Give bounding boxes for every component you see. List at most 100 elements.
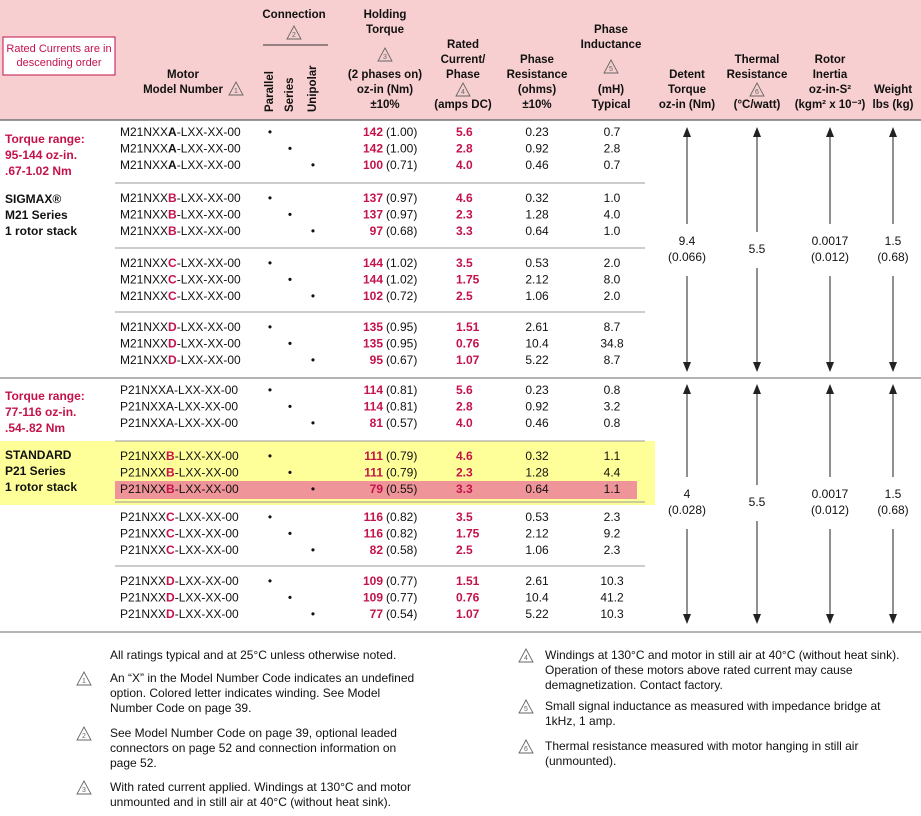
holding-torque: 79 — [370, 482, 384, 496]
footnote-marker: 5 — [609, 66, 613, 73]
arrow-head — [889, 362, 897, 372]
shared-value: 9.4 — [679, 234, 696, 248]
column-header: Rated — [447, 39, 479, 51]
column-header: Weight — [874, 84, 912, 96]
connection-dot: • — [268, 383, 272, 397]
holding-torque: 142 — [363, 125, 383, 139]
phase-resistance: 1.28 — [525, 208, 549, 222]
holding-torque: 144 — [363, 256, 383, 270]
rated-current: 0.76 — [456, 337, 480, 351]
model-number: P21NXXB-LXX-XX-00 — [120, 449, 239, 463]
column-header: Typical — [592, 99, 631, 111]
footnote-marker: 3 — [383, 54, 387, 61]
phase-resistance: 0.23 — [525, 383, 549, 397]
model-part: M21NXX — [120, 289, 168, 303]
shared-value: 1.5 — [885, 234, 902, 248]
holding-torque-nm: (0.81) — [386, 383, 417, 397]
holding-torque-nm: (0.95) — [386, 337, 417, 351]
model-part: M21NXX — [120, 224, 168, 238]
shared-value: 4 — [684, 487, 691, 501]
torque-range: 77-116 oz-in. — [5, 405, 76, 419]
column-header: oz-in (Nm) — [357, 84, 413, 96]
phase-inductance: 0.8 — [604, 383, 621, 397]
connection-dot: • — [288, 400, 292, 414]
holding-torque-nm: (0.95) — [386, 320, 417, 334]
column-header: Current/ — [441, 54, 487, 66]
model-number: M21NXXD-LXX-XX-00 — [120, 320, 241, 334]
model-part: -LXX-XX-00 — [175, 574, 239, 588]
model-part: -LXX-XX-00 — [175, 607, 239, 621]
model-part: A — [166, 416, 174, 430]
model-part: -LXX-XX-00 — [177, 337, 241, 351]
rated-current: 1.75 — [456, 273, 480, 287]
phase-inductance: 34.8 — [600, 337, 624, 351]
connection-dot: • — [288, 208, 292, 222]
model-number: M21NXXD-LXX-XX-00 — [120, 353, 241, 367]
holding-torque: 77 — [370, 607, 384, 621]
holding-torque: 116 — [364, 527, 384, 541]
model-number: P21NXXC-LXX-XX-00 — [120, 527, 239, 541]
warning-icon — [76, 780, 92, 795]
phase-resistance: 2.61 — [525, 320, 549, 334]
rated-current: 0.76 — [456, 591, 480, 605]
phase-inductance: 1.0 — [604, 191, 621, 205]
series-label: M21 Series — [5, 208, 68, 222]
warning-icon — [518, 699, 534, 714]
column-header: Phase — [594, 24, 628, 36]
column-header: (2 phases on) — [348, 69, 422, 81]
torque-range: .67-1.02 Nm — [5, 164, 72, 178]
phase-resistance: 1.28 — [525, 466, 549, 480]
phase-resistance: 5.22 — [525, 607, 549, 621]
phase-resistance: 0.64 — [525, 482, 549, 496]
arrow-head — [753, 362, 761, 372]
phase-inductance: 4.4 — [604, 466, 621, 480]
model-part: -LXX-XX-00 — [175, 482, 239, 496]
column-header: (ohms) — [518, 84, 557, 96]
model-part: -LXX-XX-00 — [177, 142, 241, 156]
connection-dot: • — [288, 466, 292, 480]
phase-inductance: 0.7 — [604, 158, 621, 172]
note-box — [2, 36, 116, 76]
holding-torque-nm: (0.58) — [386, 543, 417, 557]
model-part: P21NXX — [120, 607, 166, 621]
connection-dot: • — [288, 273, 292, 287]
holding-torque-nm: (0.77) — [386, 591, 417, 605]
warning-icon — [76, 671, 92, 686]
model-part: -LXX-XX-00 — [174, 416, 238, 430]
footnote-marker: 6 — [524, 746, 528, 753]
shared-value: (0.68) — [877, 503, 908, 517]
connection-dot: • — [311, 289, 315, 303]
rated-current: 5.6 — [456, 383, 473, 397]
model-number: M21NXXA-LXX-XX-00 — [120, 158, 241, 172]
column-header: Model Number — [143, 84, 223, 96]
footnote-marker: 4 — [524, 655, 528, 662]
phase-resistance: 0.32 — [525, 449, 549, 463]
phase-resistance: 0.46 — [525, 158, 549, 172]
phase-inductance: 10.3 — [600, 574, 624, 588]
connection-dot: • — [268, 256, 272, 270]
model-number: M21NXXB-LXX-XX-00 — [120, 191, 241, 205]
model-part: D — [168, 353, 177, 367]
torque-range: 95-144 oz-in. — [5, 148, 77, 162]
shared-value: 5.5 — [749, 242, 766, 256]
column-header: ±10% — [370, 99, 399, 111]
warning-icon — [286, 25, 302, 40]
arrow-head — [683, 384, 691, 394]
column-header: (mH) — [598, 84, 624, 96]
connection-dot: • — [311, 543, 315, 557]
phase-resistance: 10.4 — [525, 337, 549, 351]
arrow-head — [683, 127, 691, 137]
model-number: M21NXXA-LXX-XX-00 — [120, 125, 241, 139]
model-part: P21NXX — [120, 466, 166, 480]
phase-inductance: 8.0 — [604, 273, 621, 287]
model-number: M21NXXB-LXX-XX-00 — [120, 208, 241, 222]
footnote-text: Small signal inductance as measured with… — [545, 699, 881, 728]
holding-torque-nm: (1.02) — [386, 273, 417, 287]
phase-inductance: 1.0 — [604, 224, 621, 238]
column-header: lbs (kg) — [873, 99, 914, 111]
warning-icon — [518, 739, 534, 754]
model-part: M21NXX — [120, 142, 168, 156]
holding-torque-nm: (0.77) — [386, 574, 417, 588]
